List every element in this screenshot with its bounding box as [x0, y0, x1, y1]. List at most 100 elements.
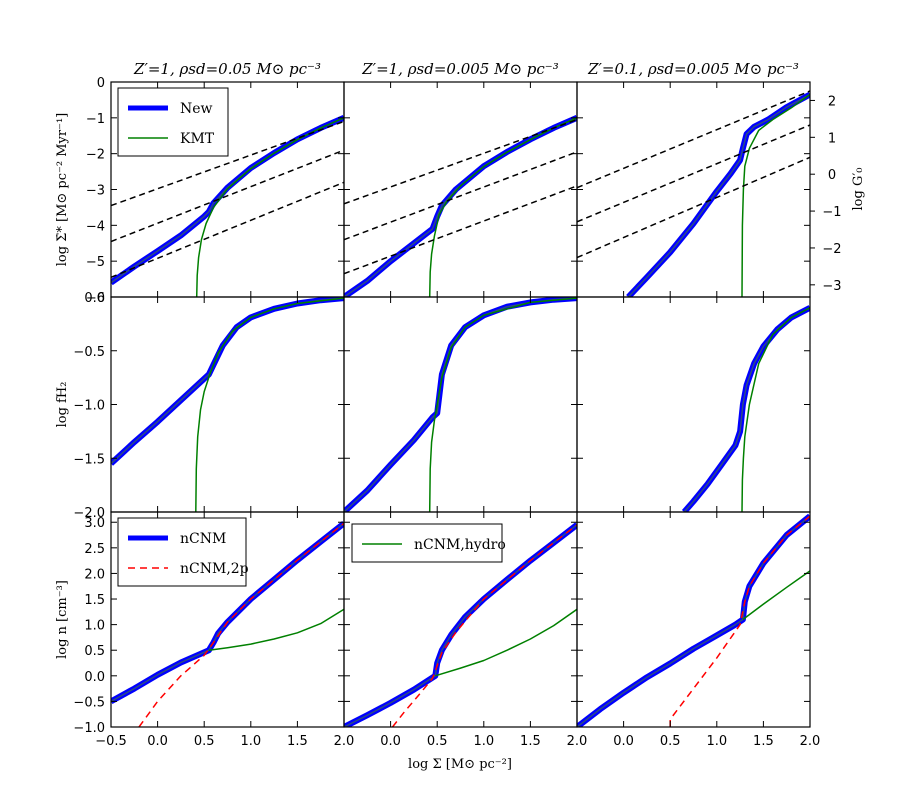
series-new-core-line — [683, 307, 810, 512]
legend-label: nCNM — [180, 531, 226, 547]
legend-frame — [117, 87, 229, 157]
y-tick-label: −4 — [86, 219, 105, 234]
x-tick-label: 1.0 — [706, 734, 727, 749]
x-tick-label: 0.0 — [380, 734, 401, 749]
y-axis-label: log fH₂ — [55, 382, 70, 428]
y-tick-label: −1.0 — [73, 399, 105, 414]
x-axis-label: log Σ [M⊙ pc⁻²] — [408, 757, 512, 772]
series-kmt-line — [741, 307, 810, 512]
legend-bottom-left: nCNM nCNM,2p — [117, 517, 249, 587]
panel-n-z1-rho005 — [110, 511, 345, 728]
x-tick-label: 1.0 — [240, 734, 261, 749]
guide-line — [111, 120, 344, 207]
guide-line — [577, 90, 810, 189]
x-tick-label: 0.0 — [613, 734, 634, 749]
x-tick-label: 2.0 — [567, 734, 588, 749]
legend-label: New — [180, 101, 213, 117]
series-new-core-line — [627, 93, 810, 297]
y-tick-label: −0.5 — [73, 345, 105, 360]
y-tick-label: −2 — [86, 148, 105, 163]
panel-n-z01-rho0005 — [576, 511, 811, 728]
series-kmt-line — [741, 93, 810, 297]
y-tick-label: −1.0 — [73, 721, 105, 736]
x-tick-label: 1.0 — [473, 734, 494, 749]
y-tick-label: 1.0 — [84, 619, 105, 634]
x-tick-label: 0.0 — [147, 734, 168, 749]
g0-tick-label: −3 — [822, 279, 841, 294]
series-2p-line — [669, 515, 810, 727]
g0-tick-label: 1 — [828, 131, 836, 146]
y-tick-label: −6 — [86, 291, 105, 306]
series-kmt-line — [208, 608, 344, 651]
panel-sfr-z01-rho0005 — [576, 81, 815, 298]
y-tick-label: −1 — [86, 112, 105, 127]
legend-label: nCNM,2p — [180, 561, 249, 577]
panel-fh2-z1-rho005 — [110, 296, 345, 513]
y-tick-label: −5 — [86, 255, 105, 270]
legend-frame — [351, 523, 503, 563]
y-tick-label: −1.5 — [73, 452, 105, 467]
y-axis-label: log n [cm⁻³] — [55, 580, 70, 659]
g0-tick-label: 2 — [828, 94, 836, 109]
series-new-core-line — [577, 515, 810, 727]
guide-line — [344, 185, 577, 275]
series-new-line — [577, 513, 810, 727]
series-new-core-line — [344, 524, 577, 727]
panel-sfr-z1-rho0005 — [343, 81, 578, 298]
panel-frame — [110, 296, 345, 513]
y-tick-label: 2.5 — [84, 542, 105, 557]
series-kmt-line — [428, 297, 577, 512]
x-tick-label: −0.5 — [95, 734, 127, 749]
y-tick-label: 0 — [97, 76, 105, 91]
x-tick-label: 2.0 — [334, 734, 355, 749]
x-tick-label: 1.5 — [753, 734, 774, 749]
guide-line — [577, 124, 810, 223]
legend-top-left: New KMT — [117, 87, 229, 157]
x-tick-label: 1.5 — [287, 734, 308, 749]
series-2p-line — [391, 524, 577, 727]
series-new-line — [681, 305, 810, 512]
legend-bottom-middle: nCNM,hydro — [351, 523, 506, 563]
y-tick-label: −0.5 — [73, 695, 105, 710]
x-tick-label: 0.5 — [660, 734, 681, 749]
column-title: Z′=1, ρsd=0.05 M⊙ pc⁻³ — [133, 60, 321, 78]
panel-frame — [343, 81, 578, 298]
guide-line — [344, 118, 577, 205]
y-tick-label: 0.5 — [84, 644, 105, 659]
guide-line — [111, 149, 344, 243]
panel-fh2-z1-rho0005 — [343, 296, 578, 513]
y-tick-label: −2.0 — [73, 506, 105, 521]
y-tick-label: −3 — [86, 184, 105, 199]
series-kmt-line — [742, 570, 810, 621]
legend-label: KMT — [180, 131, 215, 147]
g0-tick-label: −2 — [822, 242, 841, 257]
series-kmt-line — [428, 117, 577, 297]
panel-frame — [576, 511, 811, 728]
guide-line — [344, 151, 577, 241]
column-title: Z′=0.1, ρsd=0.005 M⊙ pc⁻³ — [587, 60, 799, 78]
series-new-line — [111, 297, 344, 466]
g0-tick-label: −1 — [822, 205, 841, 220]
series-kmt-line — [435, 608, 577, 677]
series-kmt-line — [195, 117, 344, 297]
legend-frame — [117, 517, 247, 587]
y-tick-label: 2.0 — [84, 567, 105, 582]
x-tick-label: 2.0 — [800, 734, 821, 749]
y-axis-label: log Σ̇* [M⊙ pc⁻² Myr⁻¹] — [55, 113, 70, 267]
g0-tick-label: 0 — [828, 168, 836, 183]
series-2p-line — [138, 522, 344, 727]
panel-fh2-z01-rho0005 — [576, 296, 811, 513]
series-new-line — [344, 297, 577, 512]
legend-label: nCNM,hydro — [414, 537, 506, 553]
g0-axis-label: log G′₀ — [851, 168, 866, 211]
series-new-line — [344, 115, 577, 297]
y-tick-label: 3.0 — [84, 516, 105, 531]
column-title: Z′=1, ρsd=0.005 M⊙ pc⁻³ — [361, 60, 559, 78]
guide-line — [577, 156, 810, 259]
panel-n-z1-rho0005 — [343, 511, 578, 728]
x-tick-label: 0.5 — [427, 734, 448, 749]
series-new-core-line — [111, 297, 344, 465]
y-tick-label: 0.0 — [84, 670, 105, 685]
x-tick-label: 1.5 — [520, 734, 541, 749]
